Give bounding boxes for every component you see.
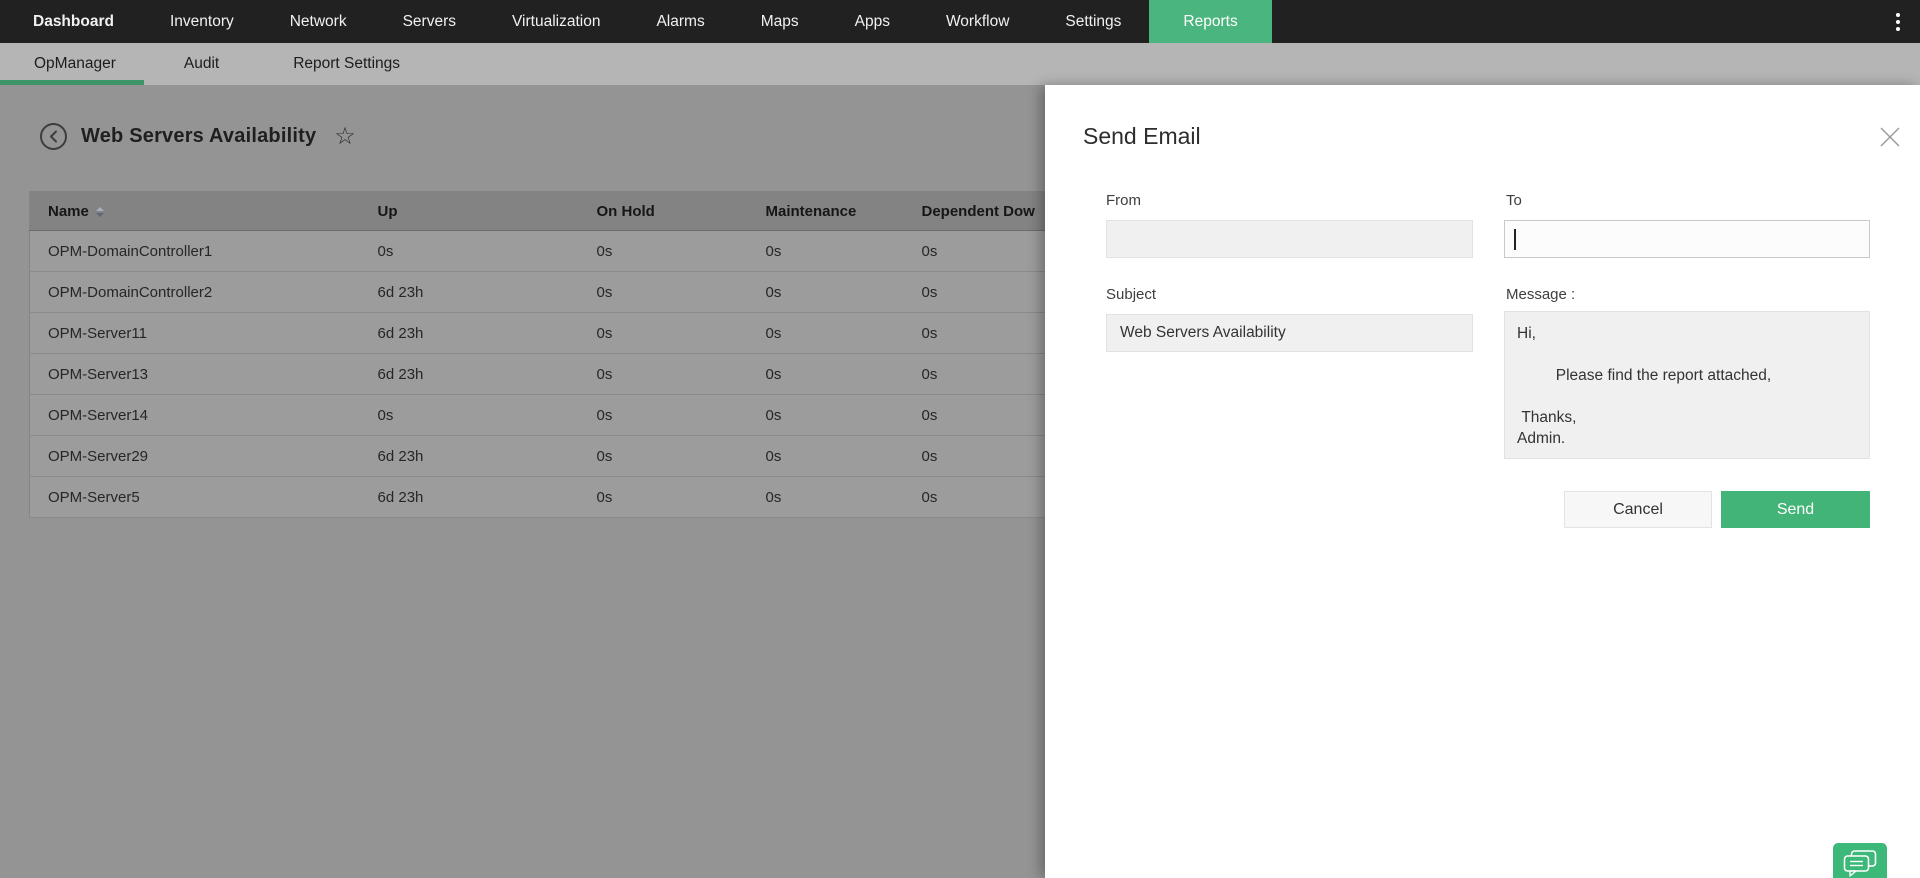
nav-item-apps[interactable]: Apps — [854, 12, 890, 30]
cell-maintenance: 0s — [747, 394, 904, 436]
cell-maintenance: 0s — [747, 435, 904, 477]
message-label: Message : — [1506, 286, 1576, 303]
tab-report-settings[interactable]: Report Settings — [293, 55, 401, 72]
cell-name[interactable]: OPM-Server5 — [29, 476, 360, 518]
nav-item-virtualization[interactable]: Virtualization — [512, 12, 601, 30]
cell-name[interactable]: OPM-Server11 — [29, 312, 360, 354]
kebab-menu-icon[interactable] — [1888, 0, 1908, 43]
nav-item-maps[interactable]: Maps — [760, 12, 799, 30]
report-title-row: Web Servers Availability ☆ — [40, 123, 356, 150]
cell-on-hold: 0s — [578, 312, 748, 354]
nav-item-network[interactable]: Network — [289, 12, 347, 30]
tab-opmanager[interactable]: OpManager — [0, 43, 144, 85]
col-header-name-label: Name — [48, 202, 89, 220]
cell-name[interactable]: OPM-Server13 — [29, 353, 360, 395]
cell-name[interactable]: OPM-DomainController1 — [29, 230, 360, 272]
availability-table: Name Up On Hold Maintenance Dependent Do… — [29, 191, 1184, 518]
nav-item-settings[interactable]: Settings — [1065, 12, 1122, 30]
col-header-maintenance[interactable]: Maintenance — [747, 191, 904, 231]
cell-name[interactable]: OPM-DomainController2 — [29, 271, 360, 313]
tab-audit[interactable]: Audit — [183, 55, 220, 72]
chat-feedback-button[interactable] — [1833, 843, 1887, 878]
to-field[interactable] — [1504, 220, 1870, 258]
cell-maintenance: 0s — [747, 271, 904, 313]
favorite-star-icon[interactable]: ☆ — [334, 122, 356, 150]
cell-on-hold: 0s — [578, 271, 748, 313]
cell-name[interactable]: OPM-Server29 — [29, 435, 360, 477]
table-row[interactable]: OPM-Server11 6d 23h 0s 0s 0s — [29, 312, 1184, 354]
col-header-up[interactable]: Up — [359, 191, 579, 231]
chevron-left-icon — [50, 130, 57, 143]
chat-bubbles-icon — [1843, 850, 1877, 877]
table-row[interactable]: OPM-Server14 0s 0s 0s 0s — [29, 394, 1184, 436]
cell-on-hold: 0s — [578, 353, 748, 395]
modal-title: Send Email — [1083, 123, 1201, 149]
table-header-row: Name Up On Hold Maintenance Dependent Do… — [29, 191, 1184, 231]
sub-tabbar: OpManager Audit Report Settings — [0, 43, 1920, 85]
cell-on-hold: 0s — [578, 394, 748, 436]
close-icon[interactable] — [1878, 125, 1902, 149]
cell-up: 6d 23h — [359, 476, 579, 518]
cancel-button[interactable]: Cancel — [1564, 491, 1712, 528]
nav-item-alarms[interactable]: Alarms — [656, 12, 705, 30]
to-label: To — [1506, 192, 1522, 209]
from-field[interactable] — [1106, 220, 1473, 258]
sort-icon — [95, 206, 104, 217]
cell-up: 6d 23h — [359, 435, 579, 477]
back-button[interactable] — [40, 123, 67, 150]
cell-name[interactable]: OPM-Server14 — [29, 394, 360, 436]
text-caret — [1514, 229, 1516, 250]
nav-item-dashboard[interactable]: Dashboard — [33, 12, 114, 30]
cell-maintenance: 0s — [747, 312, 904, 354]
cell-up: 6d 23h — [359, 271, 579, 313]
nav-item-inventory[interactable]: Inventory — [169, 12, 234, 30]
cell-dependent-down: 0s — [903, 394, 1184, 436]
message-field[interactable]: Hi, Please find the report attached, Tha… — [1504, 311, 1870, 459]
col-header-name[interactable]: Name — [29, 191, 360, 231]
subject-label: Subject — [1106, 286, 1157, 303]
table-row[interactable]: OPM-Server29 6d 23h 0s 0s 0s — [29, 435, 1184, 477]
table-row[interactable]: OPM-DomainController1 0s 0s 0s 0s — [29, 230, 1184, 272]
cell-up: 6d 23h — [359, 312, 579, 354]
cell-maintenance: 0s — [747, 476, 904, 518]
table-row[interactable]: OPM-DomainController2 6d 23h 0s 0s 0s — [29, 271, 1184, 313]
cell-on-hold: 0s — [578, 476, 748, 518]
col-header-on-hold[interactable]: On Hold — [578, 191, 748, 231]
cell-maintenance: 0s — [747, 230, 904, 272]
send-button[interactable]: Send — [1721, 491, 1870, 528]
nav-item-workflow[interactable]: Workflow — [945, 12, 1010, 30]
cell-maintenance: 0s — [747, 353, 904, 395]
cell-up: 0s — [359, 394, 579, 436]
send-email-modal: Send Email From To Subject Web Servers A… — [1045, 85, 1920, 878]
top-nav: Dashboard Inventory Network Servers Virt… — [0, 0, 1920, 43]
table-row[interactable]: OPM-Server13 6d 23h 0s 0s 0s — [29, 353, 1184, 395]
page-title: Web Servers Availability — [81, 125, 317, 147]
cell-on-hold: 0s — [578, 230, 748, 272]
subject-field[interactable]: Web Servers Availability — [1106, 314, 1473, 352]
nav-item-servers[interactable]: Servers — [402, 12, 456, 30]
nav-item-reports[interactable]: Reports — [1149, 0, 1272, 43]
cell-up: 0s — [359, 230, 579, 272]
cell-up: 6d 23h — [359, 353, 579, 395]
cell-on-hold: 0s — [578, 435, 748, 477]
from-label: From — [1106, 192, 1141, 209]
table-row[interactable]: OPM-Server5 6d 23h 0s 0s 0s — [29, 476, 1184, 518]
